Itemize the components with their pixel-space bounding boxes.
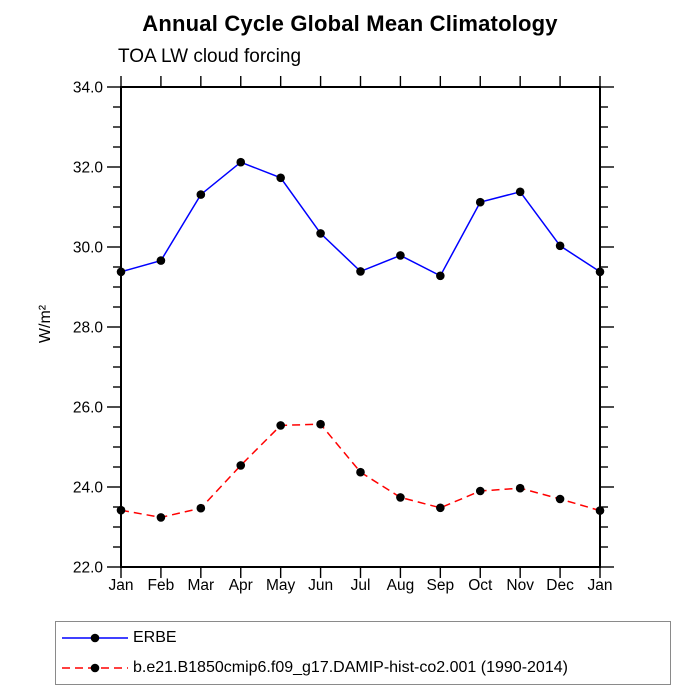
data-point	[116, 505, 126, 515]
data-point	[156, 513, 166, 522]
legend-line-sample-dashed	[62, 664, 128, 673]
svg-text:Aug: Aug	[387, 577, 415, 594]
data-point	[116, 267, 126, 277]
legend-item-erbe: ERBE	[59, 623, 670, 653]
svg-text:Dec: Dec	[546, 577, 574, 594]
data-point	[316, 419, 325, 429]
data-point	[276, 173, 285, 183]
data-point	[555, 241, 565, 251]
svg-text:Jun: Jun	[308, 577, 333, 594]
data-point	[356, 267, 365, 276]
svg-text:32.0: 32.0	[73, 160, 104, 177]
svg-text:Jan: Jan	[588, 577, 613, 594]
svg-text:Jul: Jul	[351, 577, 371, 594]
data-point	[515, 187, 525, 197]
legend-label-erbe: ERBE	[133, 628, 177, 646]
y-axis-tick-labels: 34.0 32.0 30.0 28.0 26.0 24.0 22.0	[73, 80, 104, 577]
svg-text:30.0: 30.0	[73, 240, 104, 257]
data-point	[436, 503, 445, 513]
svg-text:34.0: 34.0	[73, 80, 104, 97]
svg-text:26.0: 26.0	[73, 400, 104, 417]
plot-frame	[120, 86, 601, 568]
legend-line-sample-solid	[62, 633, 128, 642]
legend-item-model: b.e21.B1850cmip6.f09_g17.DAMIP-hist-co2.…	[59, 653, 670, 683]
data-point	[595, 506, 605, 515]
y-axis-ticks	[107, 86, 614, 568]
x-axis-ticks	[120, 76, 601, 578]
series-line-0	[120, 161, 601, 277]
data-point	[595, 267, 605, 277]
series-markers	[116, 157, 605, 522]
data-point	[276, 421, 285, 430]
data-point	[196, 190, 206, 199]
data-point	[396, 493, 405, 502]
legend: ERBE b.e21.B1850cmip6.f09_g17.DAMIP-hist…	[55, 621, 671, 685]
svg-text:Mar: Mar	[187, 577, 214, 594]
series-lines	[120, 161, 601, 519]
data-point	[196, 503, 206, 513]
data-point	[236, 157, 246, 167]
plot-area: 34.0 32.0 30.0 28.0 26.0 24.0 22.0 Jan Feb Mar Ap…	[73, 76, 614, 594]
data-point	[475, 197, 485, 207]
svg-text:28.0: 28.0	[73, 320, 104, 337]
svg-text:Feb: Feb	[148, 577, 175, 594]
data-point	[236, 461, 246, 470]
svg-text:May: May	[266, 577, 296, 594]
data-point	[356, 467, 365, 477]
chart-title: Annual Cycle Global Mean Climatology	[142, 11, 558, 36]
svg-text:Apr: Apr	[229, 577, 253, 594]
svg-text:Jan: Jan	[109, 577, 134, 594]
svg-text:Nov: Nov	[506, 577, 534, 594]
chart-subtitle: TOA LW cloud forcing	[118, 46, 302, 67]
data-point	[156, 256, 166, 265]
svg-text:22.0: 22.0	[73, 560, 104, 577]
svg-text:24.0: 24.0	[73, 480, 104, 497]
data-point	[316, 229, 325, 238]
data-point	[436, 271, 445, 281]
svg-text:Oct: Oct	[468, 577, 493, 594]
x-axis-tick-labels: Jan Feb Mar Apr May Jun Jul Aug Sep Oct Nov Dec Jan	[109, 577, 613, 594]
data-point	[515, 483, 525, 493]
data-point	[475, 486, 485, 496]
data-point	[396, 251, 405, 260]
legend-label-model: b.e21.B1850cmip6.f09_g17.DAMIP-hist-co2.…	[133, 659, 568, 677]
data-point	[555, 494, 565, 504]
svg-text:Sep: Sep	[427, 577, 455, 594]
